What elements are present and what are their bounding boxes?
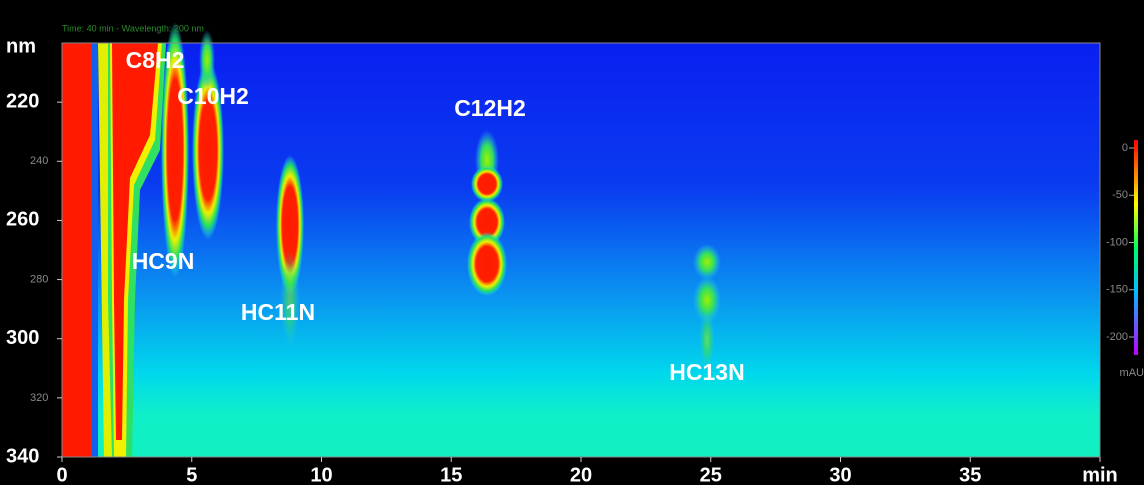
colorbar-tick-label: -50 (1112, 189, 1128, 201)
peak (693, 276, 721, 324)
solvent-front (62, 43, 92, 457)
y-tick-label: 340 (6, 445, 39, 467)
x-tick-label: 20 (570, 464, 592, 485)
peak (467, 232, 507, 296)
y-tick-label: 320 (30, 392, 48, 404)
colorbar-label: mAU (1120, 367, 1144, 379)
band (92, 43, 98, 457)
annotation: C8H2 (126, 47, 185, 73)
annotation: HC9N (132, 248, 195, 274)
peak (161, 22, 189, 278)
annotation: HC11N (241, 299, 315, 325)
x-tick-label: 10 (310, 464, 332, 485)
y-tick-label: 260 (6, 209, 39, 231)
peak (469, 198, 505, 246)
chart-title: Time: 40 min - Wavelength: 200 nm (62, 23, 204, 33)
x-tick-label: 25 (700, 464, 722, 485)
colorbar-tick-label: -100 (1106, 236, 1128, 248)
peak (280, 250, 300, 350)
colorbar-tick-label: 0 (1122, 142, 1128, 154)
x-tick-label: min (1082, 464, 1118, 485)
y-tick-label: 300 (6, 327, 39, 349)
peak (699, 310, 715, 370)
x-tick-label: 30 (829, 464, 851, 485)
peak (276, 155, 304, 295)
plot-area (61, 22, 1101, 458)
heatmap-background (62, 43, 1100, 457)
annotation: C10H2 (177, 83, 249, 109)
colorbar (1134, 140, 1138, 355)
y-tick-label: 220 (6, 90, 39, 112)
peak (199, 30, 215, 90)
colorbar-tick-label: -150 (1106, 284, 1128, 296)
band (112, 43, 158, 440)
peak (693, 244, 721, 280)
x-tick-label: 0 (56, 464, 67, 485)
x-tick-label: 5 (186, 464, 197, 485)
annotation: HC13N (669, 359, 744, 385)
peak (192, 60, 224, 240)
annotation: C12H2 (454, 95, 526, 121)
x-tick-label: 35 (959, 464, 981, 485)
y-tick-label: 240 (30, 155, 48, 167)
y-axis-label: nm (6, 35, 36, 57)
x-tick-label: 15 (440, 464, 462, 485)
colorbar-tick-label: -200 (1106, 331, 1128, 343)
peak (471, 166, 503, 202)
y-tick-label: 280 (30, 273, 48, 285)
